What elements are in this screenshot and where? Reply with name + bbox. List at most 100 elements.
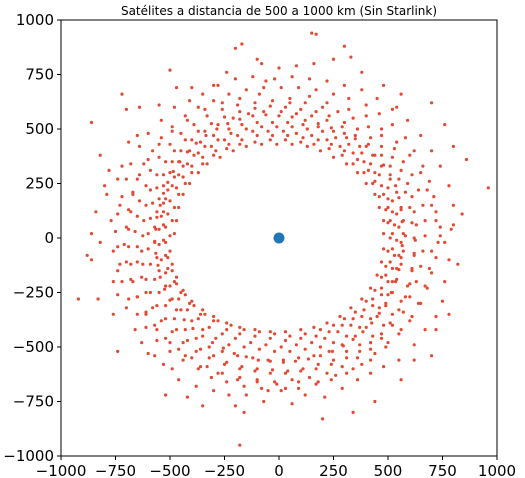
- satellite-point: [194, 384, 198, 388]
- satellite-point: [157, 290, 161, 295]
- satellite-point: [157, 103, 161, 107]
- satellite-point: [390, 312, 394, 316]
- satellite-point: [216, 319, 220, 323]
- satellite-point: [236, 378, 240, 382]
- satellite-point: [369, 371, 373, 375]
- satellite-point: [209, 122, 213, 126]
- satellite-point: [349, 306, 353, 310]
- satellite-point: [351, 410, 355, 414]
- satellite-point: [172, 149, 176, 153]
- satellite-point: [358, 325, 362, 329]
- satellite-point: [384, 301, 388, 305]
- satellite-point: [364, 103, 368, 107]
- satellite-point: [345, 371, 349, 375]
- satellite-point: [129, 162, 133, 166]
- satellite-point: [148, 168, 152, 172]
- satellite-point: [196, 151, 200, 155]
- satellite-point: [142, 162, 146, 166]
- satellite-point: [443, 280, 447, 284]
- satellite-point: [373, 153, 377, 157]
- satellite-point: [201, 308, 205, 312]
- satellite-point: [236, 354, 240, 358]
- satellite-point: [283, 386, 288, 390]
- satellite-point: [310, 114, 314, 118]
- satellite-point: [190, 171, 194, 175]
- satellite-point: [225, 321, 229, 325]
- satellite-point: [218, 155, 222, 159]
- satellite-point: [451, 203, 455, 207]
- satellite-point: [275, 142, 279, 146]
- satellite-point: [377, 205, 381, 210]
- satellite-point: [410, 195, 414, 199]
- satellite-point: [98, 153, 102, 157]
- satellite-point: [384, 345, 388, 349]
- satellite-point: [377, 306, 381, 310]
- satellite-point: [177, 192, 181, 196]
- satellite-point: [401, 249, 405, 253]
- satellite-point: [255, 120, 259, 125]
- satellite-point: [351, 162, 355, 166]
- satellite-point: [222, 138, 227, 142]
- x-tick-label: 750: [428, 462, 457, 478]
- satellite-point: [382, 247, 386, 251]
- satellite-point: [279, 110, 283, 114]
- satellite-point: [277, 114, 281, 118]
- satellite-point: [212, 153, 216, 157]
- satellite-point: [153, 240, 157, 244]
- satellite-point: [358, 343, 362, 347]
- satellite-point: [183, 138, 187, 142]
- satellite-point: [220, 371, 224, 375]
- satellite-point: [316, 380, 320, 384]
- satellite-point: [423, 328, 427, 332]
- satellite-point: [153, 225, 157, 229]
- satellite-point: [170, 367, 174, 371]
- satellite-point: [358, 349, 362, 353]
- satellite-point: [183, 328, 187, 332]
- satellite-point: [353, 133, 357, 138]
- satellite-point: [166, 212, 170, 216]
- satellite-point: [447, 184, 451, 188]
- satellite-point: [153, 277, 157, 281]
- satellite-point: [174, 275, 179, 279]
- satellite-point: [190, 138, 194, 142]
- satellite-point: [395, 266, 399, 271]
- satellite-point: [390, 123, 394, 127]
- y-tick-label: 0: [44, 229, 54, 247]
- satellite-point: [390, 107, 394, 111]
- satellite-point: [118, 203, 122, 207]
- satellite-point: [273, 380, 277, 384]
- satellite-point: [294, 131, 298, 135]
- satellite-point: [207, 325, 211, 329]
- satellite-point: [375, 273, 379, 277]
- satellite-point: [310, 133, 314, 138]
- satellite-point: [338, 144, 342, 148]
- satellite-point: [203, 312, 207, 316]
- satellite-point: [290, 115, 294, 119]
- satellite-point: [170, 160, 174, 164]
- satellite-point: [251, 75, 255, 79]
- satellite-point: [397, 358, 401, 362]
- satellite-point: [390, 232, 394, 236]
- satellite-point: [438, 225, 442, 229]
- satellite-point: [329, 142, 333, 146]
- satellite-point: [286, 133, 290, 138]
- satellite-point: [331, 129, 336, 133]
- satellite-point: [342, 44, 346, 48]
- points-layer: [76, 31, 490, 447]
- satellite-point: [238, 367, 242, 371]
- satellite-point: [161, 201, 166, 205]
- satellite-point: [423, 234, 427, 238]
- satellite-point: [408, 282, 412, 286]
- satellite-point: [314, 382, 318, 386]
- satellite-point: [255, 367, 259, 371]
- satellite-point: [316, 125, 320, 129]
- satellite-point: [279, 345, 283, 349]
- satellite-point: [148, 188, 152, 192]
- satellite-point: [253, 328, 257, 332]
- satellite-point: [127, 297, 131, 301]
- satellite-point: [181, 341, 185, 345]
- satellite-point: [270, 133, 275, 138]
- satellite-point: [288, 349, 292, 353]
- satellite-point: [306, 357, 310, 361]
- satellite-point: [360, 151, 364, 155]
